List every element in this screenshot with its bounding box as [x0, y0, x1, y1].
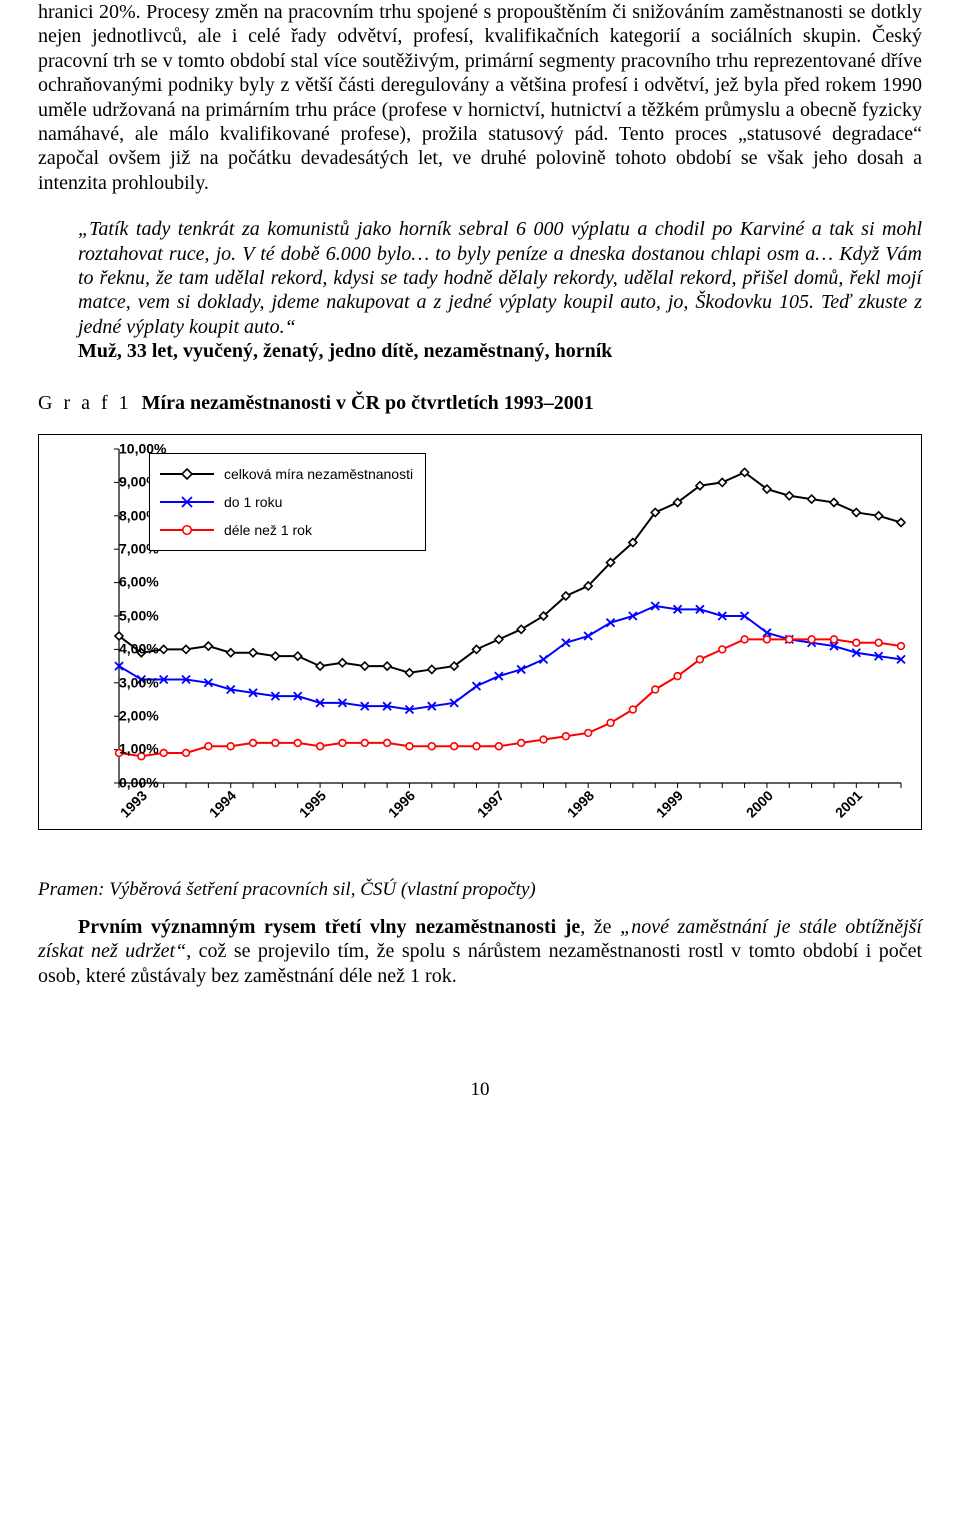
series-marker-total — [338, 659, 346, 667]
series-marker-under1y — [472, 682, 480, 690]
y-tick-label: 8,00% — [119, 507, 125, 524]
series-marker-total — [875, 512, 883, 520]
series-marker-total — [204, 642, 212, 650]
legend-item: déle než 1 rok — [160, 516, 413, 544]
quote-attribution: Muž, 33 let, vyučený, ženatý, jedno dítě… — [78, 340, 612, 362]
legend-label: déle než 1 rok — [224, 516, 312, 544]
series-marker-over1y — [183, 749, 190, 756]
paragraph-1: hranici 20%. Procesy změn na pracovním t… — [38, 0, 922, 195]
series-marker-over1y — [227, 743, 234, 750]
legend-label: do 1 roku — [224, 488, 282, 516]
series-marker-over1y — [808, 636, 815, 643]
series-marker-over1y — [339, 739, 346, 746]
y-tick-label: 2,00% — [119, 708, 125, 725]
series-marker-over1y — [160, 749, 167, 756]
y-tick-label: 6,00% — [119, 574, 125, 591]
chart-frame: 0,00% 1,00% 2,00% 3,00% 4,00% 5,00% 6,00% 7,00%… — [38, 434, 922, 830]
series-marker-over1y — [652, 686, 659, 693]
y-tick-label: 9,00% — [119, 474, 125, 491]
series-marker-over1y — [585, 729, 592, 736]
legend-item: celková míra nezaměstnanosti — [160, 460, 413, 488]
series-marker-over1y — [518, 739, 525, 746]
series-marker-over1y — [250, 739, 257, 746]
series-marker-over1y — [875, 639, 882, 646]
series-marker-total — [428, 665, 436, 673]
chart-caption: Pramen: Výběrová šetření pracovních sil,… — [38, 878, 922, 901]
series-marker-over1y — [898, 643, 905, 650]
quote-text: „Tatík tady tenkrát za komunistů jako ho… — [78, 218, 922, 338]
series-marker-over1y — [272, 739, 279, 746]
series-marker-over1y — [495, 743, 502, 750]
series-marker-over1y — [853, 639, 860, 646]
series-marker-total — [808, 495, 816, 503]
series-marker-over1y — [317, 743, 324, 750]
series-marker-over1y — [384, 739, 391, 746]
y-tick-label: 7,00% — [119, 541, 125, 558]
para2-connector: , že — [580, 916, 620, 938]
chart-label: G r a f 1 — [38, 392, 132, 414]
series-marker-over1y — [540, 736, 547, 743]
series-marker-over1y — [786, 636, 793, 643]
series-marker-over1y — [719, 646, 726, 653]
series-marker-over1y — [406, 743, 413, 750]
series-marker-over1y — [294, 739, 301, 746]
chart-area: 0,00% 1,00% 2,00% 3,00% 4,00% 5,00% 6,00% 7,00%… — [49, 443, 911, 823]
series-marker-over1y — [629, 706, 636, 713]
y-tick-label: 10,00% — [119, 440, 125, 457]
series-line-under1y — [119, 606, 901, 710]
series-marker-total — [495, 635, 503, 643]
series-marker-total — [897, 518, 905, 526]
para2-bold: Prvním významným rysem třetí vlny nezamě… — [78, 916, 580, 938]
series-line-over1y — [119, 639, 901, 756]
series-marker-total — [852, 508, 860, 516]
series-marker-over1y — [764, 636, 771, 643]
series-marker-under1y — [540, 655, 548, 663]
series-marker-total — [271, 652, 279, 660]
series-marker-total — [785, 492, 793, 500]
series-marker-over1y — [451, 743, 458, 750]
chart-title-line: G r a f 1 Míra nezaměstnanosti v ČR po č… — [38, 391, 922, 415]
series-marker-over1y — [831, 636, 838, 643]
chart-title: Míra nezaměstnanosti v ČR po čtvrtletích… — [142, 392, 594, 414]
series-marker-over1y — [473, 743, 480, 750]
series-marker-over1y — [205, 743, 212, 750]
series-marker-total — [160, 645, 168, 653]
y-tick-label: 5,00% — [119, 607, 125, 624]
series-marker-total — [182, 645, 190, 653]
y-tick-label: 3,00% — [119, 674, 125, 691]
chart-legend: celková míra nezaměstnanostido 1 rokudél… — [149, 453, 426, 551]
series-marker-total — [316, 662, 324, 670]
quote-block: „Tatík tady tenkrát za komunistů jako ho… — [78, 217, 922, 363]
y-tick-label: 4,00% — [119, 641, 125, 658]
y-tick-label: 0,00% — [119, 774, 125, 791]
series-marker-total — [405, 669, 413, 677]
y-tick-label: 1,00% — [119, 741, 125, 758]
series-marker-over1y — [361, 739, 368, 746]
series-marker-over1y — [607, 719, 614, 726]
paragraph-2: Prvním významným rysem třetí vlny nezamě… — [38, 915, 922, 988]
series-marker-over1y — [562, 733, 569, 740]
series-marker-total — [361, 662, 369, 670]
series-marker-total — [718, 478, 726, 486]
legend-label: celková míra nezaměstnanosti — [224, 460, 413, 488]
series-marker-total — [227, 649, 235, 657]
legend-item: do 1 roku — [160, 488, 413, 516]
page-number: 10 — [38, 1078, 922, 1101]
series-marker-over1y — [674, 673, 681, 680]
series-marker-over1y — [741, 636, 748, 643]
series-marker-over1y — [697, 656, 704, 663]
series-marker-total — [294, 652, 302, 660]
series-marker-total — [830, 498, 838, 506]
series-marker-total — [383, 662, 391, 670]
series-marker-over1y — [428, 743, 435, 750]
series-marker-total — [249, 649, 257, 657]
